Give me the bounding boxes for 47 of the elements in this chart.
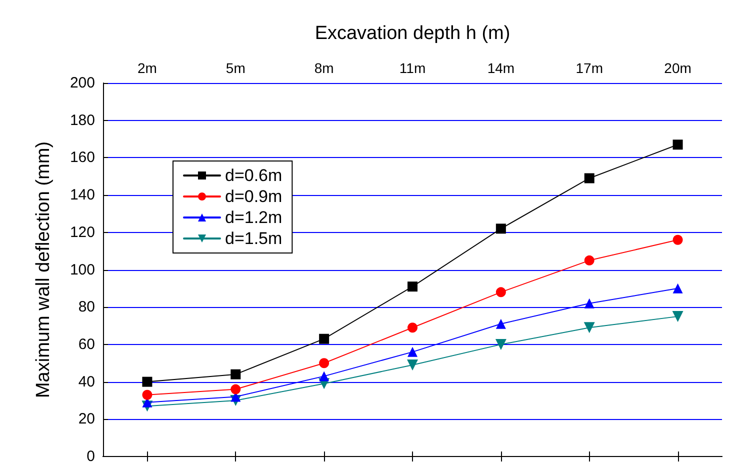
point: [495, 338, 506, 350]
point: [672, 283, 683, 294]
point: [408, 322, 418, 333]
point: [408, 282, 418, 292]
point: [496, 224, 506, 234]
y-tick-label: 160: [70, 149, 95, 166]
point: [319, 371, 330, 382]
point: [496, 318, 506, 329]
point: [407, 359, 418, 370]
y-tick-label: 100: [70, 261, 95, 278]
point: [319, 358, 330, 368]
point: [584, 173, 594, 184]
legend-label: d=0.9m: [225, 187, 282, 206]
point: [672, 310, 684, 322]
y-tick-label: 180: [70, 112, 95, 129]
x-axis-title: Excavation depth h (m): [314, 23, 510, 44]
x-tick-label: 17m: [576, 60, 603, 76]
point: [142, 376, 152, 387]
point: [408, 346, 418, 357]
point: [496, 287, 506, 298]
y-tick-label: 60: [78, 336, 95, 353]
x-tick-label: 20m: [664, 60, 692, 76]
point: [319, 334, 330, 344]
y-tick-label: 0: [86, 448, 95, 465]
y-tick-label: 20: [78, 410, 95, 428]
x-tick-label: 2m: [137, 60, 157, 76]
point: [584, 298, 594, 308]
point: [142, 390, 152, 400]
x-tick-label: 8m: [314, 60, 334, 76]
y-tick-label: 200: [70, 74, 95, 92]
legend-label: d=0.6m: [225, 166, 282, 185]
y-tick-label: 80: [78, 298, 95, 316]
point: [584, 322, 595, 334]
point: [672, 234, 683, 245]
legend-label: d=1.5m: [225, 229, 282, 248]
y-tick-label: 140: [70, 186, 95, 204]
point: [230, 384, 241, 394]
y-axis-title: Maximum wall deflection (mm): [33, 141, 54, 398]
y-tick-label: 40: [78, 373, 95, 390]
x-tick-label: 5m: [226, 60, 246, 76]
legend-label: d=1.2m: [225, 208, 282, 227]
point: [584, 255, 594, 266]
x-tick-label: 14m: [487, 60, 515, 76]
point: [230, 369, 241, 380]
y-tick-label: 120: [70, 224, 95, 241]
point: [672, 140, 683, 150]
x-tick-label: 11m: [399, 60, 426, 76]
